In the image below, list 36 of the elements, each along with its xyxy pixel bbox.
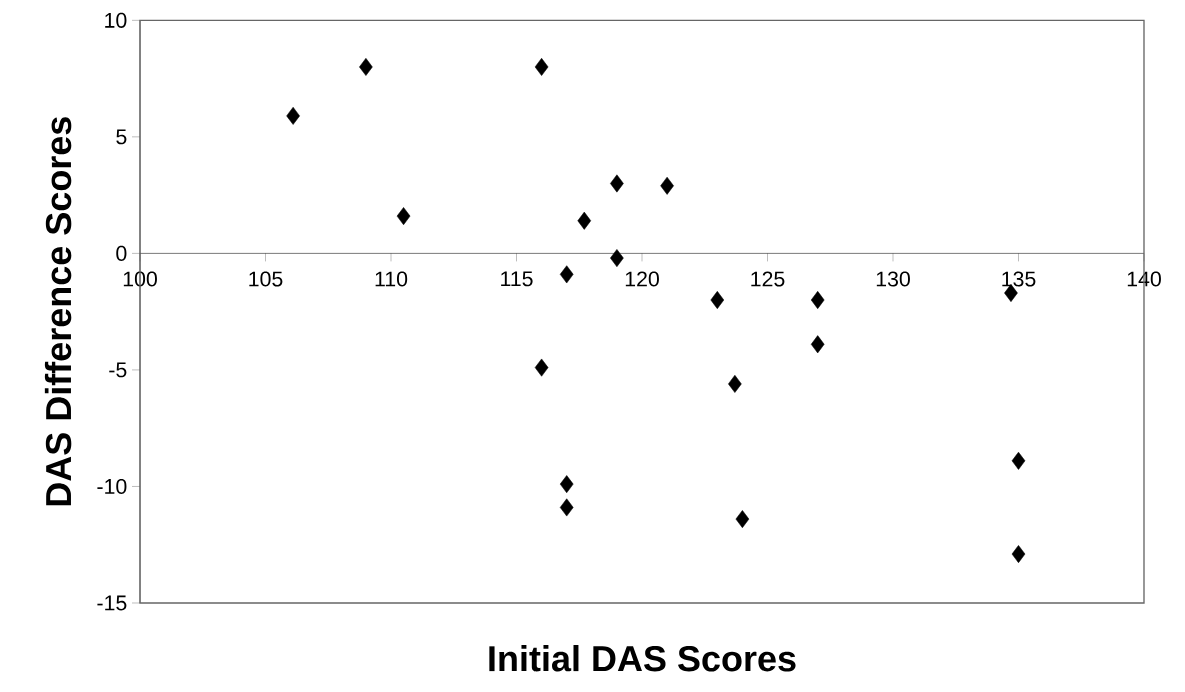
point [660,176,674,195]
x-tick-label: 135 [1002,271,1036,287]
point [1011,451,1026,470]
x-tick-label: 110 [375,271,408,287]
y-tick-label: -15 [97,595,127,611]
point [735,510,750,529]
y-tick-label: -10 [97,478,127,495]
x-tick-label: 100 [123,271,157,287]
point [810,335,825,354]
point [396,207,411,226]
x-axis-title: Initial DAS Scores [489,645,796,672]
point [577,211,592,230]
point [710,291,725,309]
point [728,374,742,393]
point [610,174,624,193]
x-tick-label: 105 [249,271,283,287]
point [359,58,373,76]
x-tick-label: 120 [625,271,659,287]
x-tick-label: 125 [751,271,785,287]
y-tick-label: 10 [105,12,127,28]
point [559,498,574,517]
point [610,249,624,267]
point [534,58,549,76]
point [559,475,574,494]
x-tick-label: 115 [501,271,533,287]
y-tick-label: -5 [109,362,127,378]
x-tick-label: 130 [876,271,910,287]
y-tick-label: 0 [116,245,127,261]
point [559,265,574,284]
point [286,106,300,125]
point [1011,545,1026,563]
x-tick-label: 140 [1127,271,1161,287]
y-tick-label: 5 [116,129,127,145]
point [534,358,549,377]
point [810,291,825,309]
y-axis-title: DAS Difference Scores [44,117,72,506]
